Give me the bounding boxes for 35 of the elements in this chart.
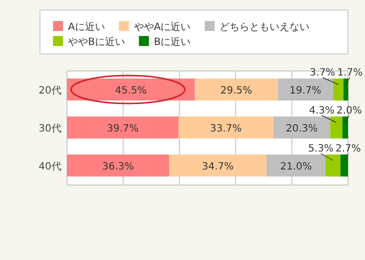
legend-label: ややAに近い: [134, 21, 191, 33]
data-label: 3.7%: [310, 68, 336, 78]
data-label: 19.7%: [290, 86, 322, 96]
data-label: 5.3%: [308, 144, 334, 154]
data-label: 2.7%: [336, 144, 361, 154]
bar: [67, 154, 170, 176]
bar: [342, 116, 348, 138]
bar: [333, 78, 344, 100]
y-tick-label: 20代: [38, 86, 62, 96]
data-label: 21.0%: [280, 162, 312, 172]
data-label: 2.0%: [336, 106, 362, 116]
bar: [169, 154, 267, 176]
bar: [67, 78, 195, 100]
bar: [326, 154, 340, 176]
legend-label: Aに近い: [68, 21, 105, 33]
data-label: 36.3%: [102, 162, 134, 172]
data-label: 29.5%: [220, 86, 252, 96]
legend-label: どちらともいえない: [220, 22, 310, 33]
legend-label: Bに近い: [154, 36, 191, 48]
data-label: 39.7%: [106, 124, 139, 134]
y-tick-label: 30代: [38, 124, 62, 134]
data-label: 33.7%: [210, 124, 242, 134]
bar: [178, 116, 274, 138]
data-label: 34.7%: [202, 162, 234, 172]
data-label: 1.7%: [337, 68, 363, 78]
bar: [194, 78, 278, 100]
bar: [330, 116, 342, 138]
y-tick-label: 40代: [38, 162, 62, 172]
bar: [67, 116, 179, 138]
bar: [344, 78, 348, 100]
bar: [340, 154, 348, 176]
data-label: 20.3%: [286, 124, 318, 134]
data-label: 45.5%: [115, 86, 147, 96]
data-label: 4.3%: [309, 106, 334, 116]
legend-label: ややBに近い: [68, 36, 125, 48]
